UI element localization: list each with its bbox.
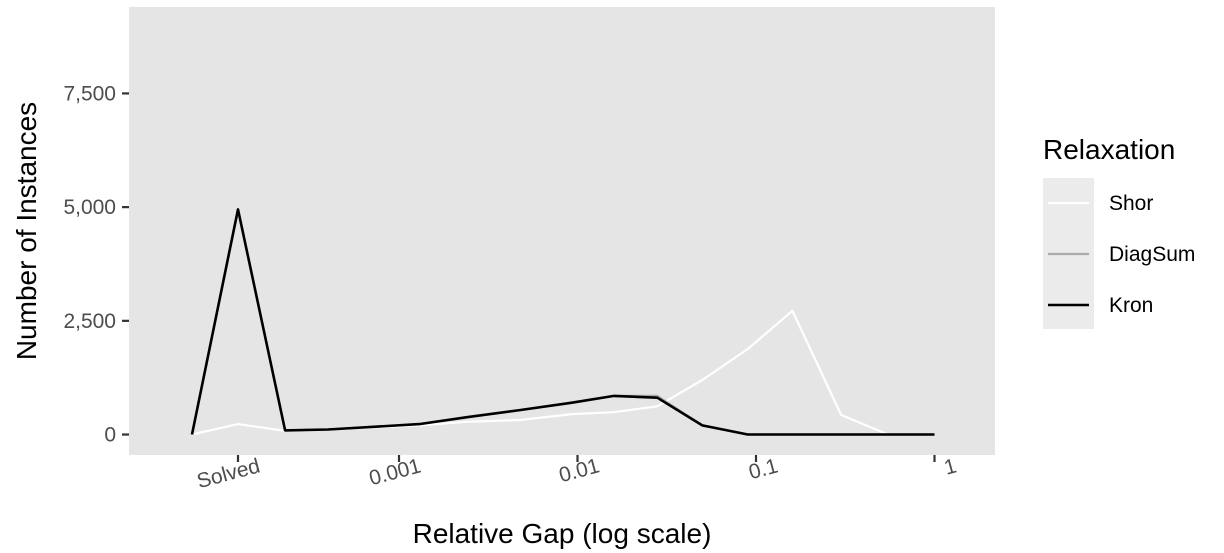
legend-label-diagsum: DiagSum: [1109, 243, 1195, 266]
y-tick-label: 5,000: [63, 196, 116, 219]
series-layer: [190, 208, 935, 436]
legend-entries: Shor DiagSum Kron: [1048, 192, 1195, 317]
y-axis-title: Number of Instances: [11, 102, 42, 360]
y-tick-label: 7,500: [63, 82, 116, 105]
legend-label-shor: Shor: [1109, 192, 1153, 215]
y-tick-label: 2,500: [63, 310, 116, 333]
legend: Relaxation Shor DiagSum Kron: [1043, 134, 1195, 329]
series-line-kron: [190, 208, 935, 436]
y-axis: 0 2,500 5,000 7,500: [63, 82, 129, 447]
x-axis-title: Relative Gap (log scale): [413, 518, 712, 549]
plot-panel: [129, 7, 995, 455]
x-tick-label: 1: [942, 454, 959, 479]
legend-label-kron: Kron: [1109, 294, 1153, 317]
y-tick-label: 0: [104, 424, 116, 447]
legend-title: Relaxation: [1043, 134, 1175, 165]
